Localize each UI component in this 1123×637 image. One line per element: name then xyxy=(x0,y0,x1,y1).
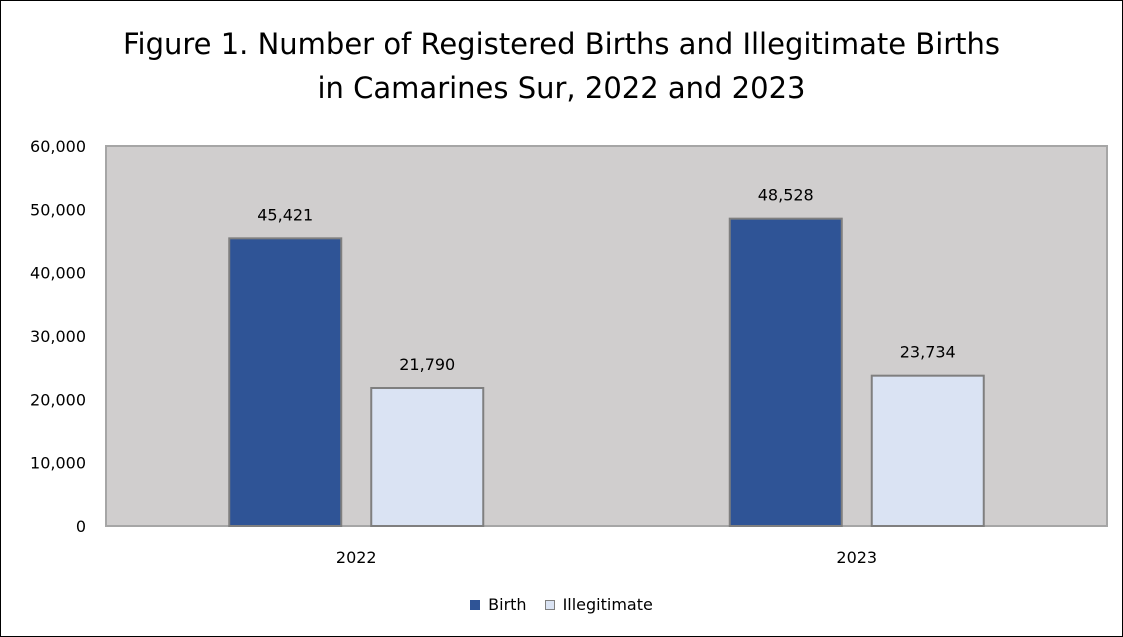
legend-label-birth: Birth xyxy=(488,595,527,614)
chart-title: Figure 1. Number of Registered Births an… xyxy=(0,22,1123,110)
y-tick-label: 40,000 xyxy=(30,264,86,283)
legend-item-birth: Birth xyxy=(470,595,527,614)
y-tick-label: 60,000 xyxy=(30,137,86,156)
x-tick-label: 2022 xyxy=(336,548,377,567)
legend-item-illegitimate: Illegitimate xyxy=(544,595,653,614)
y-tick-label: 50,000 xyxy=(30,200,86,219)
y-tick-label: 30,000 xyxy=(30,327,86,346)
data-label-birth-2022: 45,421 xyxy=(257,205,313,224)
bar-illegitimate-2022 xyxy=(370,386,485,527)
x-tick-label: 2023 xyxy=(836,548,877,567)
legend: Birth Illegitimate xyxy=(0,595,1123,614)
bars: 45,421 21,790 48,528 23,734 xyxy=(228,186,985,527)
y-tick-label: 0 xyxy=(76,517,86,536)
legend-swatch-illegitimate xyxy=(544,599,555,610)
bar-birth-2022 xyxy=(228,237,343,527)
data-label-illegitimate-2022: 21,790 xyxy=(399,355,455,374)
data-label-birth-2023: 48,528 xyxy=(758,186,814,205)
bar-illegitimate-2023 xyxy=(870,374,985,527)
data-label-illegitimate-2023: 23,734 xyxy=(900,343,956,362)
y-tick-label: 20,000 xyxy=(30,390,86,409)
chart-title-line-1: Figure 1. Number of Registered Births an… xyxy=(122,27,1001,61)
y-axis-ticks: 0 10,000 20,000 30,000 40,000 50,000 60,000 xyxy=(30,137,86,536)
legend-label-illegitimate: Illegitimate xyxy=(562,595,653,614)
chart-title-line-2: in Camarines Sur, 2022 and 2023 xyxy=(317,71,806,105)
y-tick-label: 10,000 xyxy=(30,454,86,473)
bar-birth-2023 xyxy=(728,217,843,527)
legend-swatch-birth xyxy=(470,599,481,610)
x-axis-ticks: 2022 2023 xyxy=(336,548,877,567)
